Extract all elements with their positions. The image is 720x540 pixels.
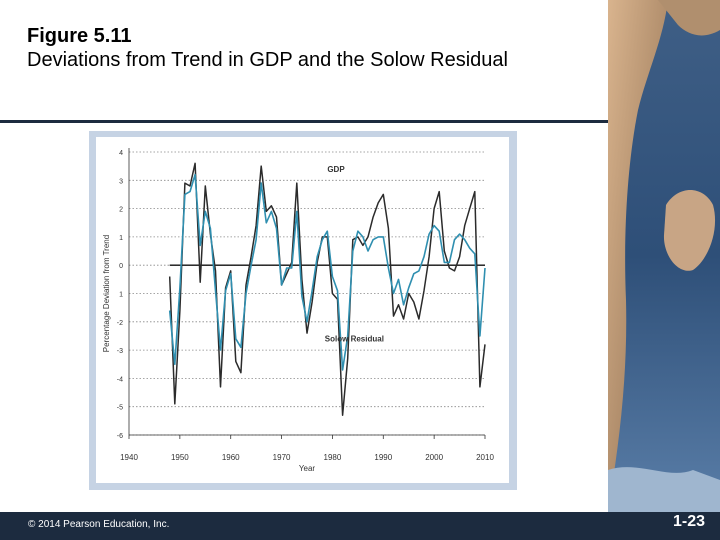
series-label-solow: Solow Residual (325, 335, 384, 344)
y-tick-label: 0 (119, 263, 123, 270)
solow-residual-series-line (168, 173, 486, 371)
series-lines (168, 162, 486, 416)
y-tick-label: 1 (119, 292, 123, 299)
x-tick-label: 1980 (324, 453, 342, 462)
figure-number: Figure 5.11 (27, 25, 132, 47)
x-tick-label: 1990 (374, 453, 392, 462)
x-tick-label: 1970 (273, 453, 291, 462)
y-tick-label: -3 (117, 348, 123, 355)
x-tick-label: 1940 (120, 453, 138, 462)
slide-number: 1-23 (672, 513, 705, 530)
figure-caption: Deviations from Trend in GDP and the Sol… (27, 49, 508, 71)
y-tick-label: -6 (117, 433, 123, 440)
y-tick-label: -4 (117, 376, 123, 383)
title-divider (0, 120, 610, 123)
x-axis-label: Year (299, 464, 316, 473)
footer-bar (0, 512, 720, 540)
gridlines (129, 151, 485, 436)
y-tick-label: -5 (117, 405, 123, 412)
y-tick-label: -2 (117, 320, 123, 327)
chart-plot-background (96, 137, 509, 483)
y-tick-label: 3 (119, 178, 123, 185)
line-chart: 4 3 2 1 0 1 -2 -3 -4 -5 -6 1940 1950 1960 1970 1980 1990… (96, 137, 509, 483)
x-tick-label: 1950 (171, 453, 189, 462)
copyright-text: © 2014 Pearson Education, Inc. (28, 519, 170, 530)
chart-frame: 4 3 2 1 0 1 -2 -3 -4 -5 -6 1940 1950 1960 1970 1980 1990… (89, 131, 517, 490)
x-tick-label: 2000 (425, 453, 443, 462)
x-tick-label: 2010 (476, 453, 494, 462)
series-label-gdp: GDP (327, 165, 345, 174)
y-tick-label: 1 (119, 235, 123, 242)
slide-title: Figure 5.11 Deviations from Trend in GDP… (27, 24, 587, 72)
axes: 4 3 2 1 0 1 -2 -3 -4 -5 -6 1940 1950 1960 1970 1980 1990… (117, 148, 494, 462)
decorative-rock-image (608, 0, 720, 512)
y-tick-label: 4 (119, 150, 123, 157)
x-tick-label: 1960 (222, 453, 240, 462)
y-axis-label: Percentage Deviation from Trend (102, 235, 111, 352)
y-tick-label: 2 (119, 207, 123, 214)
